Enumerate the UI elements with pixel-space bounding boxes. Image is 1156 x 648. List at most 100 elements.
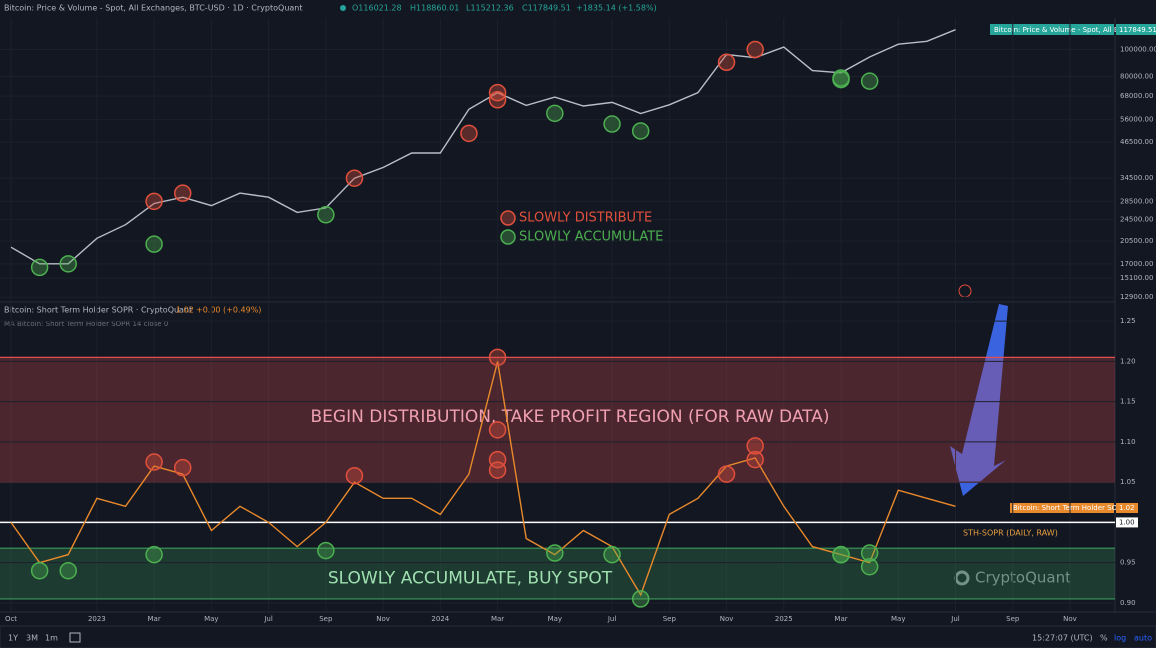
- marker: [30, 561, 49, 580]
- y-tick-label: 1.15: [1120, 398, 1136, 406]
- y-tick-label: 56000.00: [1120, 116, 1153, 124]
- clock: 15:27:07 (UTC): [1032, 634, 1093, 643]
- marker: [717, 465, 736, 483]
- ohlc-high: H118860.01: [410, 4, 459, 13]
- marker: [460, 124, 478, 143]
- header-title: Bitcoin: Price & Volume - Spot, All Exch…: [4, 4, 303, 13]
- y-tick-label: 1.05: [1120, 478, 1136, 486]
- percent-toggle[interactable]: %: [1100, 634, 1108, 643]
- marker: [488, 421, 507, 439]
- y-tick-label: 1.10: [1120, 438, 1136, 446]
- x-tick-label: Oct: [5, 615, 17, 623]
- marker: [746, 40, 764, 59]
- range-1m[interactable]: 1m: [45, 634, 58, 643]
- legend-label: SLOWLY ACCUMULATE: [519, 230, 663, 245]
- marker: [30, 258, 49, 277]
- sopr-change: +0.00 (+0.49%): [196, 306, 261, 315]
- y-tick-label: 17000.00: [1120, 260, 1153, 268]
- sopr-tag-value: 1.02: [1119, 504, 1135, 512]
- x-tick-label: May: [548, 615, 562, 623]
- range-3m[interactable]: 3M: [26, 634, 38, 643]
- y-tick-label: 28500.00: [1120, 197, 1153, 205]
- x-tick-label: Mar: [834, 615, 847, 623]
- x-tick-label: Jul: [950, 615, 960, 623]
- y-tick-label: 34500.00: [1120, 174, 1153, 182]
- legend-swatch: [500, 210, 516, 226]
- marker: [860, 72, 879, 90]
- watermark: CryptoQuant: [975, 569, 1071, 587]
- marker: [173, 458, 192, 477]
- marker: [145, 545, 163, 564]
- marker: [546, 104, 564, 123]
- baseline-label: 1.00: [1119, 518, 1135, 526]
- marker: [317, 541, 335, 560]
- baseline-tag: [1116, 517, 1138, 528]
- marker: [546, 544, 564, 562]
- band-label: SLOWLY ACCUMULATE, BUY SPOT: [328, 569, 613, 589]
- marker: [59, 561, 77, 580]
- price-tag-box: [990, 24, 1114, 35]
- marker: [173, 184, 192, 202]
- marker: [145, 235, 163, 253]
- x-tick-label: Sep: [319, 615, 333, 623]
- band-label: BEGIN DISTRIBUTION, TAKE PROFIT REGION (…: [311, 407, 830, 427]
- band: [0, 548, 1115, 599]
- toolbar: [0, 625, 1156, 648]
- annotation: STH-SOPR (DAILY, RAW): [963, 529, 1058, 538]
- price-tag-name: Bitcoin: Price & Volume - Spot, All E...: [994, 26, 1125, 34]
- marker: [631, 122, 650, 140]
- marker: [860, 544, 879, 562]
- marker: [746, 450, 764, 469]
- marker: [603, 545, 621, 564]
- x-tick-label: 2023: [88, 615, 106, 623]
- marker: [603, 115, 621, 133]
- ohlc-low: L115212.36: [466, 4, 514, 13]
- marker: [860, 557, 879, 576]
- marker: [488, 348, 507, 367]
- marker: [746, 437, 764, 455]
- x-tick-label: Mar: [147, 615, 160, 623]
- sopr-title: Bitcoin: Short Term Holder SOPR · Crypto…: [4, 306, 192, 315]
- x-tick-label: Nov: [376, 615, 390, 623]
- series-line: [10, 29, 956, 265]
- y-tick-label: 24500.00: [1120, 216, 1153, 224]
- ohlc-close: C117849.51: [522, 4, 571, 13]
- marker: [488, 450, 507, 469]
- range-1y[interactable]: 1Y: [8, 634, 18, 643]
- marker: [145, 192, 163, 211]
- ohlc-change: +1835.14 (+1.58%): [576, 4, 657, 13]
- x-tick-label: Jul: [607, 615, 617, 623]
- marker: [717, 53, 736, 72]
- y-tick-label: 68000.00: [1120, 92, 1153, 100]
- marker: [317, 206, 335, 224]
- y-tick-label: 0.95: [1120, 559, 1136, 567]
- legend-swatch: [500, 229, 516, 245]
- sopr-ma: MA Bitcoin: Short Term Holder SOPR 14 cl…: [4, 320, 168, 328]
- y-tick-label: 1.25: [1120, 317, 1136, 325]
- sopr-value: 1.02: [176, 306, 194, 315]
- log-toggle[interactable]: log: [1114, 634, 1126, 643]
- status-dot: [340, 5, 346, 11]
- x-tick-label: Nov: [720, 615, 734, 623]
- x-tick-label: 2024: [431, 615, 449, 623]
- y-tick-label: 0.90: [1120, 599, 1136, 607]
- y-tick-label: 20500.00: [1120, 237, 1153, 245]
- y-tick-label: 1.20: [1120, 357, 1136, 365]
- x-tick-label: May: [204, 615, 218, 623]
- marker: [832, 70, 850, 89]
- marker: [345, 466, 364, 485]
- date-range-icon[interactable]: [69, 632, 81, 643]
- arrow: [950, 304, 1008, 496]
- marker: [488, 91, 507, 109]
- marker: [345, 169, 364, 187]
- marker: [832, 545, 850, 564]
- x-tick-label: Sep: [1006, 615, 1020, 623]
- series-line: [10, 361, 956, 597]
- x-tick-label: Sep: [663, 615, 677, 623]
- price-tag-value-box: [1116, 24, 1156, 35]
- auto-toggle[interactable]: auto: [1134, 634, 1152, 643]
